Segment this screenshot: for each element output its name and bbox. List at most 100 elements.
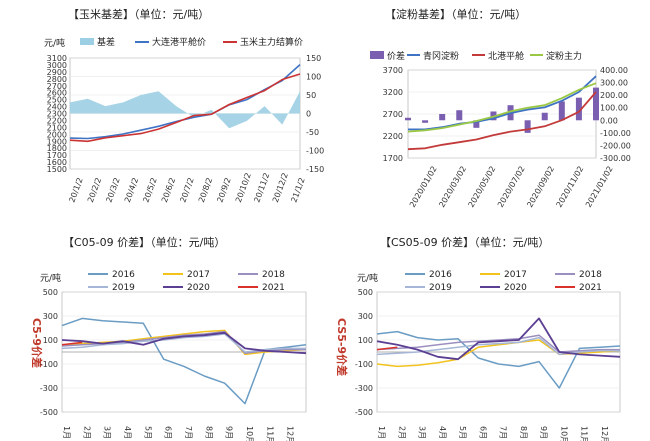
series-line-2021 [376, 346, 398, 351]
y-right-tick-label: -150 [306, 165, 324, 174]
y-right-tick-label: 400.00 [600, 66, 628, 75]
x-tick-label: 2021/01/02 [584, 165, 615, 209]
x-tick-label: 20/1/2 [67, 176, 84, 203]
legend-label-beigang: 北港平舱 [488, 50, 524, 62]
c0509-spread-chart: 【C05-09 价差】（单位：元/吨） 元/吨 C5-9价差 2016 2017 2… [30, 235, 307, 441]
cs0509-side-label: CS5-9价差 [335, 318, 349, 376]
spread-bar [456, 110, 463, 121]
y-left-tick-label: 1500 [47, 165, 67, 174]
spread-bar [405, 117, 411, 121]
spread-bar [524, 120, 531, 133]
y-right-tick-label: 100.00 [600, 104, 628, 113]
x-tick-label: 2月 [397, 426, 406, 439]
y-right-tick-label: 0 [306, 110, 311, 119]
series-line-2020 [376, 317, 621, 361]
x-tick-label: 6月 [164, 426, 173, 439]
x-tick-label: 2020/11/02 [555, 165, 586, 209]
y-left-tick-label: 1800 [47, 144, 67, 153]
y-right-tick-label: 0.00 [600, 116, 618, 125]
x-tick-label: 8月 [204, 426, 213, 439]
y-right-tick-label: 50 [306, 91, 316, 100]
y-left-tick-label: 2400 [47, 103, 67, 112]
y-tick-label: 500 [358, 288, 373, 297]
x-tick-label: 7月 [499, 426, 508, 439]
legend-label-2016: 2016 [429, 270, 452, 280]
legend-label-2017: 2017 [187, 270, 210, 280]
legend-label-2021: 2021 [262, 283, 285, 293]
legend-label-2018: 2018 [579, 270, 602, 280]
c0509-legend: 2016 2017 2018 2019 2020 2021 [88, 270, 285, 293]
corn-basis-title: 【玉米基差】（单位：元/吨） [68, 7, 209, 21]
spread-bar [439, 114, 446, 121]
y-left-tick-label: 2300 [47, 110, 67, 119]
x-tick-label: 20/4/2 [123, 176, 140, 203]
y-tick-label: -500 [355, 408, 373, 417]
y-left-tick-label: 2000 [47, 130, 67, 139]
x-tick-label: 21/1/2 [289, 176, 306, 203]
legend-label-2017: 2017 [504, 270, 527, 280]
x-tick-label: 6月 [478, 426, 487, 439]
y-left-tick-label: 3100 [47, 54, 67, 63]
y-left-tick-label: 2700 [47, 82, 67, 91]
cs0509-spread-chart: 【CS05-09 价差】（单位：元/吨） 元/吨 CS5-9价差 2016 201… [335, 235, 621, 441]
y-right-tick-label: -100.00 [600, 129, 631, 138]
y-right-tick-label: -200.00 [600, 141, 631, 150]
y-left-tick-label: 2700 [383, 110, 403, 119]
y-left-tick-label: 2900 [47, 68, 67, 77]
y-right-tick-label: 200.00 [600, 91, 628, 100]
y-left-tick-label: 2100 [47, 123, 67, 132]
x-tick-label: 20/3/2 [104, 176, 121, 203]
y-right-tick-label: -300.00 [600, 154, 631, 163]
spread-bar [541, 112, 548, 121]
x-tick-label: 2020/05/02 [467, 165, 498, 209]
legend-label-basis: 基差 [97, 36, 115, 48]
series-line-2017 [376, 339, 621, 368]
x-tick-label: 20/12/2 [271, 172, 290, 204]
series-line-2018 [376, 334, 620, 353]
x-tick-label: 20/5/2 [141, 176, 158, 203]
x-tick-label: 1月 [377, 426, 386, 439]
x-tick-label: 2020/01/02 [408, 165, 439, 209]
x-tick-label: 5月 [143, 426, 152, 439]
x-tick-label: 11月 [580, 426, 589, 441]
x-tick-label: 3月 [103, 426, 112, 439]
x-tick-label: 20/6/2 [160, 176, 177, 203]
x-tick-label: 20/2/2 [86, 176, 103, 203]
y-left-tick-label: 3700 [383, 66, 403, 75]
y-tick-label: -100 [355, 360, 373, 369]
cs0509-ylabel: 元/吨 [357, 272, 378, 284]
x-tick-label: 2020/07/02 [496, 165, 527, 209]
series-line-2016 [376, 330, 621, 389]
y-left-tick-label: 2800 [47, 75, 67, 84]
spread-bar [558, 101, 565, 121]
y-left-tick-label: 1600 [47, 158, 67, 167]
x-tick-label: 20/11/2 [252, 172, 271, 204]
y-left-tick-label: 1900 [47, 137, 67, 146]
x-tick-label: 20/7/2 [178, 176, 195, 203]
spread-bar [473, 120, 480, 128]
x-tick-label: 9月 [539, 426, 548, 439]
starch-basis-legend: 价差 青冈淀粉 北港平舱 淀粉主力 [370, 50, 582, 62]
y-left-tick-label: 2200 [383, 132, 403, 141]
legend-label-qinggang: 青冈淀粉 [423, 50, 459, 62]
x-tick-label: 10月 [245, 426, 254, 441]
x-tick-label: 4月 [438, 426, 447, 439]
y-tick-label: -300 [40, 384, 58, 393]
starch-basis-title: 【淀粉基差】（单位：元/吨） [385, 7, 526, 21]
legend-label-2019: 2019 [429, 283, 452, 293]
spread-bar [422, 120, 429, 123]
legend-label-main: 淀粉主力 [546, 50, 582, 62]
y-tick-label: -100 [40, 360, 58, 369]
cs0509-legend: 2016 2017 2018 2019 2020 2021 [405, 270, 602, 293]
x-tick-label: 2020/03/02 [437, 165, 468, 209]
y-right-tick-label: -50 [306, 128, 319, 137]
x-tick-label: 4月 [123, 426, 132, 439]
y-tick-label: 300 [358, 312, 373, 321]
cs0509-title: 【CS05-09 价差】（单位：元/吨） [380, 235, 549, 249]
c0509-plot: 500 300 100 -100 -300 -500 1月 2月 3月 4月 5月 6月 7月 8月 9月 1… [40, 288, 307, 441]
y-left-tick-label: 2200 [47, 116, 67, 125]
x-tick-label: 12月 [600, 426, 609, 441]
legend-label-spread: 价差 [387, 50, 405, 62]
starch-basis-plot: 3700 3200 2700 2200 1700 400.00 300.00 200.00 10… [383, 66, 631, 209]
y-right-tick-label: 150 [306, 54, 321, 63]
